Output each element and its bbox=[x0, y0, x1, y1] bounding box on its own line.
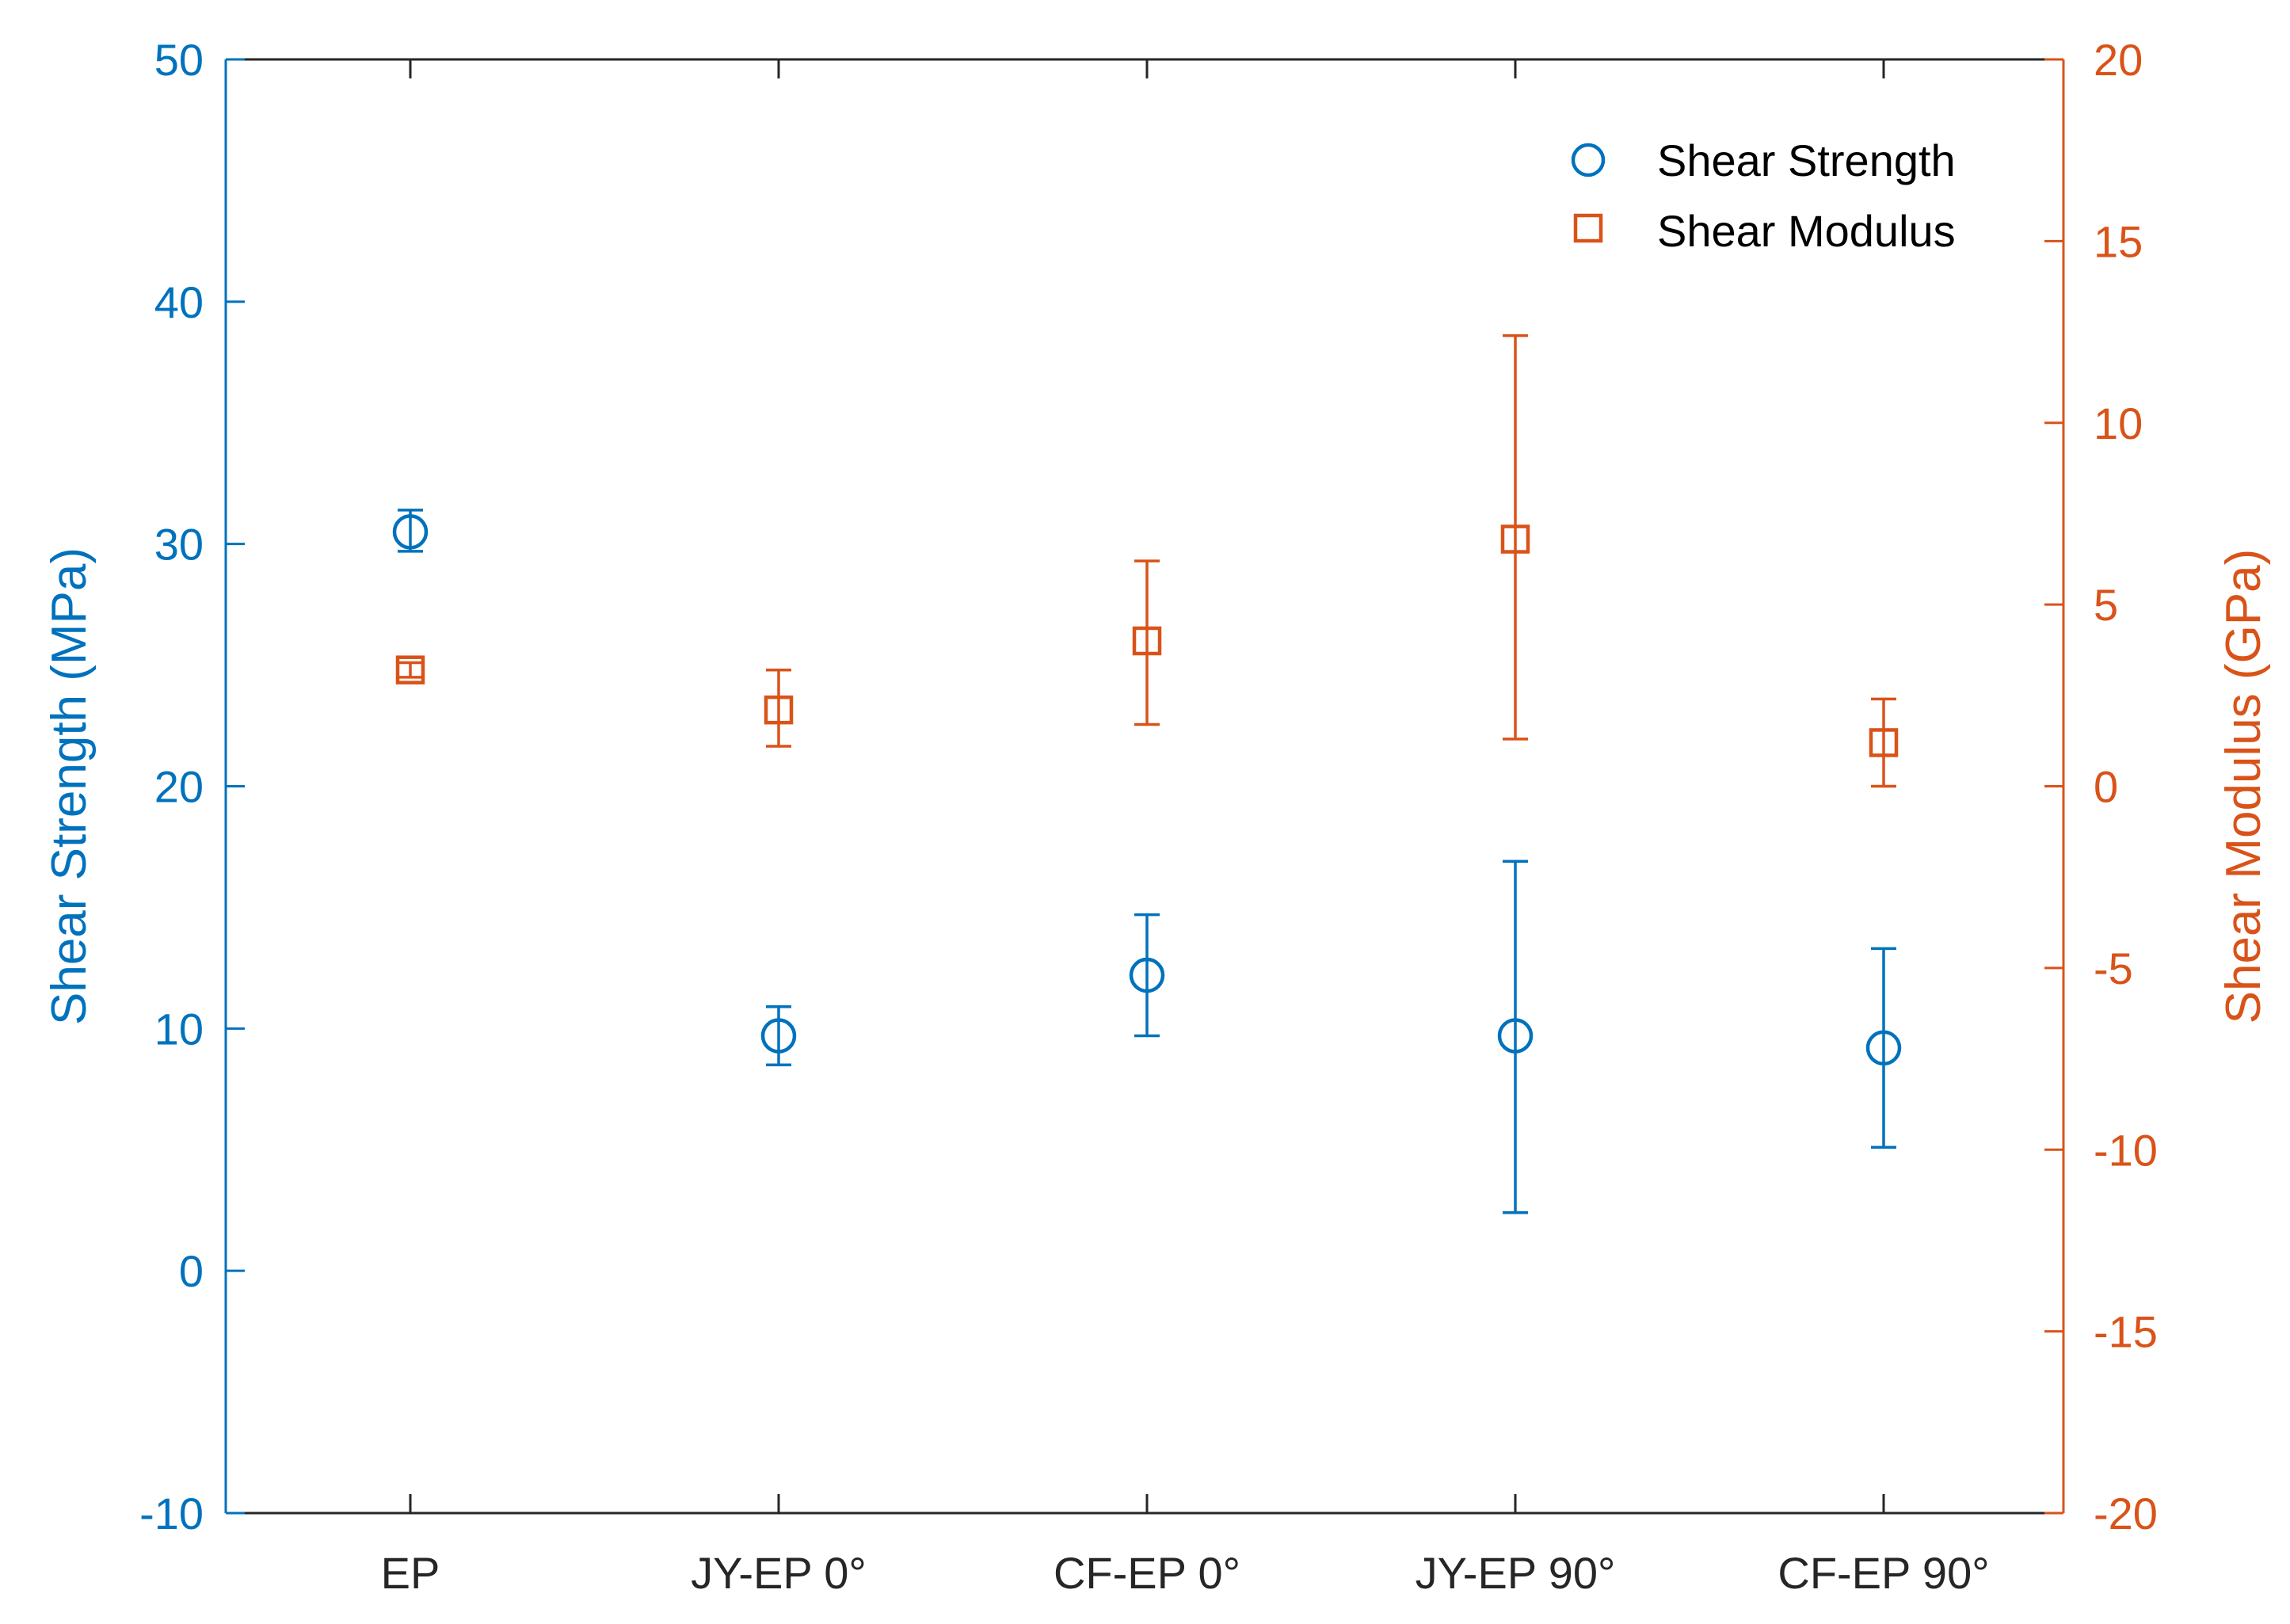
y-left-tick-label: 0 bbox=[179, 1246, 204, 1296]
y-left-tick-label: 40 bbox=[154, 277, 204, 327]
x-tick-label: EP bbox=[381, 1548, 440, 1598]
data-point-square bbox=[1869, 728, 1899, 757]
legend-circle-marker bbox=[1571, 143, 1606, 177]
data-point-circle bbox=[1865, 1030, 1902, 1066]
legend: Shear Strength Shear Modulus bbox=[1545, 111, 2020, 269]
ticks-layer: -10 0 10 20 30 40 50 -20 -15 -10 -5 0 5 10 15 20 EP JY-EP… bbox=[139, 35, 2158, 1598]
y-right-tick-label: -5 bbox=[2094, 944, 2133, 993]
data-point-circle bbox=[1497, 1018, 1534, 1054]
x-tick-label: CF-EP 0° bbox=[1054, 1548, 1240, 1598]
legend-label-shear-modulus: Shear Modulus bbox=[1657, 206, 1956, 256]
series-layer bbox=[392, 334, 1902, 1214]
series-shear-strength bbox=[392, 509, 1902, 1214]
y-right-tick-label: -20 bbox=[2094, 1489, 2158, 1538]
legend-label-shear-strength: Shear Strength bbox=[1657, 135, 1956, 185]
data-point-square bbox=[1132, 626, 1162, 656]
y-left-tick-label: 30 bbox=[154, 520, 204, 570]
data-point-circle bbox=[392, 514, 429, 550]
data-point-square bbox=[764, 695, 794, 725]
y-left-tick-label: -10 bbox=[139, 1489, 204, 1538]
x-tick-label: JY-EP 0° bbox=[691, 1548, 867, 1598]
y-right-tick-label: 20 bbox=[2094, 35, 2143, 85]
y-right-tick-label: -15 bbox=[2094, 1307, 2158, 1357]
data-point-square bbox=[395, 655, 425, 684]
legend-box bbox=[1545, 111, 2020, 269]
x-tick-label: CF-EP 90° bbox=[1778, 1548, 1989, 1598]
data-point-circle bbox=[1129, 957, 1165, 993]
legend-square-marker bbox=[1573, 213, 1603, 243]
y-left-tick-label: 50 bbox=[154, 35, 204, 85]
x-tick-label: JY-EP 90° bbox=[1416, 1548, 1616, 1598]
y-right-tick-label: 5 bbox=[2094, 580, 2118, 630]
y-right-tick-label: 10 bbox=[2094, 398, 2143, 448]
y-axis-left-title: Shear Strength (MPa) bbox=[42, 547, 97, 1025]
y-axis-right-title: Shear Modulus (GPa) bbox=[2216, 549, 2271, 1024]
series-shear-modulus bbox=[395, 334, 1899, 788]
data-point-square bbox=[1500, 524, 1530, 554]
legend-item-shear-modulus: Shear Modulus bbox=[1573, 206, 1956, 256]
y-right-tick-label: 15 bbox=[2094, 216, 2143, 266]
y-right-tick-label: -10 bbox=[2094, 1125, 2158, 1175]
y-left-tick-label: 20 bbox=[154, 762, 204, 812]
legend-item-shear-strength: Shear Strength bbox=[1571, 135, 1956, 185]
data-point-circle bbox=[760, 1018, 797, 1054]
y-right-tick-label: 0 bbox=[2094, 762, 2118, 812]
y-left-tick-label: 10 bbox=[154, 1004, 204, 1054]
